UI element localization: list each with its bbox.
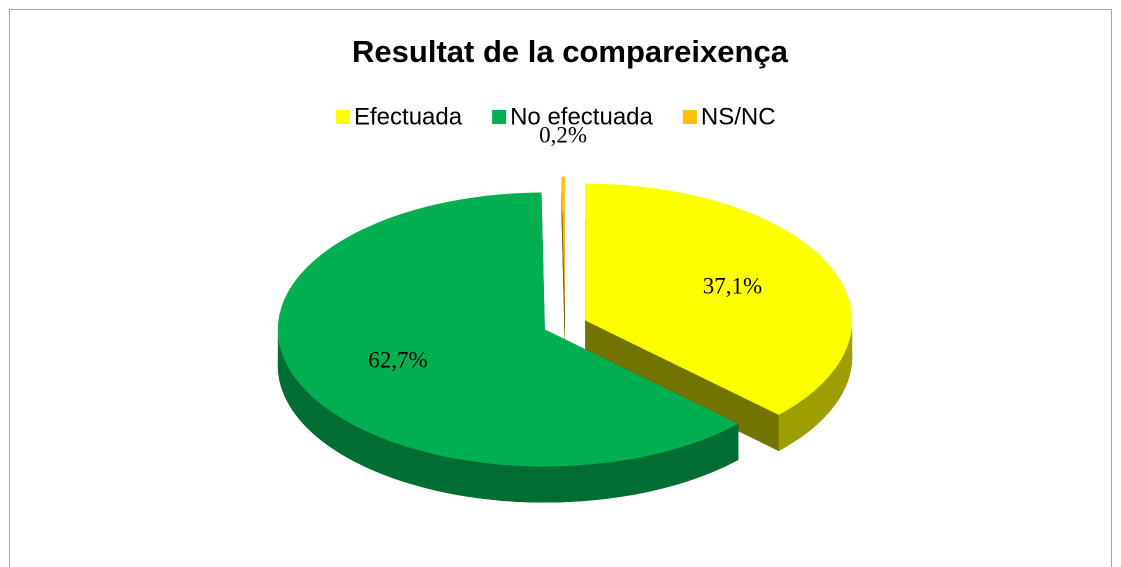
legend-swatch	[682, 110, 697, 124]
data-label: 37,1%	[703, 273, 762, 298]
legend-swatch	[492, 110, 507, 124]
slice-side	[277, 329, 739, 503]
pie	[277, 176, 853, 503]
slice-face	[585, 320, 779, 451]
legend-label: Efectuada	[354, 103, 463, 130]
slice	[277, 192, 739, 467]
legend-label: No efectuada	[510, 103, 653, 130]
legend-swatch	[336, 110, 350, 124]
data-label: 0,2%	[539, 122, 587, 147]
legend-label: NS/NC	[701, 103, 776, 130]
slice-side	[778, 320, 853, 451]
slice-face	[561, 176, 565, 350]
slice	[561, 176, 565, 314]
data-label: 62,7%	[368, 348, 427, 373]
chart-title: Resultat de la compareixença	[352, 34, 789, 69]
slice	[585, 183, 853, 415]
